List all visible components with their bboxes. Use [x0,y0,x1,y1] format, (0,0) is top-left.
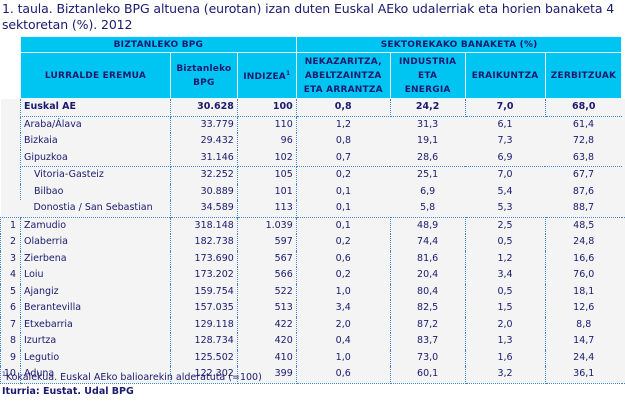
table-row-total: Euskal AE 30.628 100 0,8 24,2 7,0 68,0 [0,98,625,117]
header-gap [0,36,21,53]
source-note: Iturria: Eustat. Udal BPG [2,386,134,397]
col-header-agriculture: NEKAZARITZA, ABELTZAINTZA ETA ARRANTZA [295,52,391,99]
table-row: Vitoria-Gasteiz 32.252 105 0,2 25,1 7,0 … [0,166,625,184]
group-header-sectors: SEKTOREKAKO BANAKETA (%) [295,36,623,53]
group-header-gdp: BIZTANLEKO BPG [19,36,297,53]
col-header-gdp: Biztanleko BPG [169,52,238,99]
col-header-services: ZERBITZUAK [544,52,623,99]
table-row: Bizkaia 29.432 96 0,8 19,1 7,3 72,8 [0,133,625,150]
col-header-industry: INDUSTRIA ETA ENERGIA [389,52,466,99]
table-title: 1. taula. Biztanleko BPG altuena (eurota… [2,1,615,32]
gdp-table: BIZTANLEKO BPG SEKTOREKAKO BANAKETA (%) … [0,36,625,384]
table-row: 5 Ajangiz 159.754 522 1,0 80,4 0,5 18,1 [0,283,625,300]
table-row: 9 Legutio 125.502 410 1,0 73,0 1,6 24,4 [0,349,625,366]
table-row: 7 Etxebarria 129.118 422 2,0 87,2 2,0 8,… [0,316,625,333]
table-row: Araba/Álava 33.779 110 1,2 31,3 6,1 61,4 [0,116,625,133]
table-row: Bilbao 30.889 101 0,1 6,9 5,4 87,6 [0,183,625,200]
table-row: 4 Loiu 173.202 566 0,2 20,4 3,4 76,0 [0,267,625,284]
footnote-marker: 1 [2,371,6,378]
table-row: 6 Berantevilla 157.035 513 3,4 82,5 1,5 … [0,300,625,317]
table-row: Donostia / San Sebastian 34.589 113 0,1 … [0,200,625,217]
table-row: 10 Aduna 122.302 399 0,6 60,1 3,2 36,1 [0,366,625,384]
table-row: 8 Izurtza 128.734 420 0,4 83,7 1,3 14,7 [0,333,625,350]
table-row: 2 Olaberria 182.738 597 0,2 74,4 0,5 24,… [0,234,625,251]
footnote-marker: 1 [285,69,291,77]
table-row: Gipuzkoa 31.146 102 0,7 28,6 6,9 63,8 [0,149,625,167]
col-header-territory: LURRALDE EREMUA [19,52,171,99]
table-row: 3 Zierbena 173.690 567 0,6 81,6 1,2 16,6 [0,250,625,267]
col-header-construction: ERAIKUNTZA [464,52,546,99]
table-row: 1 Zamudio 318.148 1.039 0,1 48,9 2,5 48,… [0,216,625,234]
col-header-index: INDIZEA1 [236,52,297,99]
footnote: 1Kokalekua. Euskal AEko balioarekin alde… [2,371,262,383]
